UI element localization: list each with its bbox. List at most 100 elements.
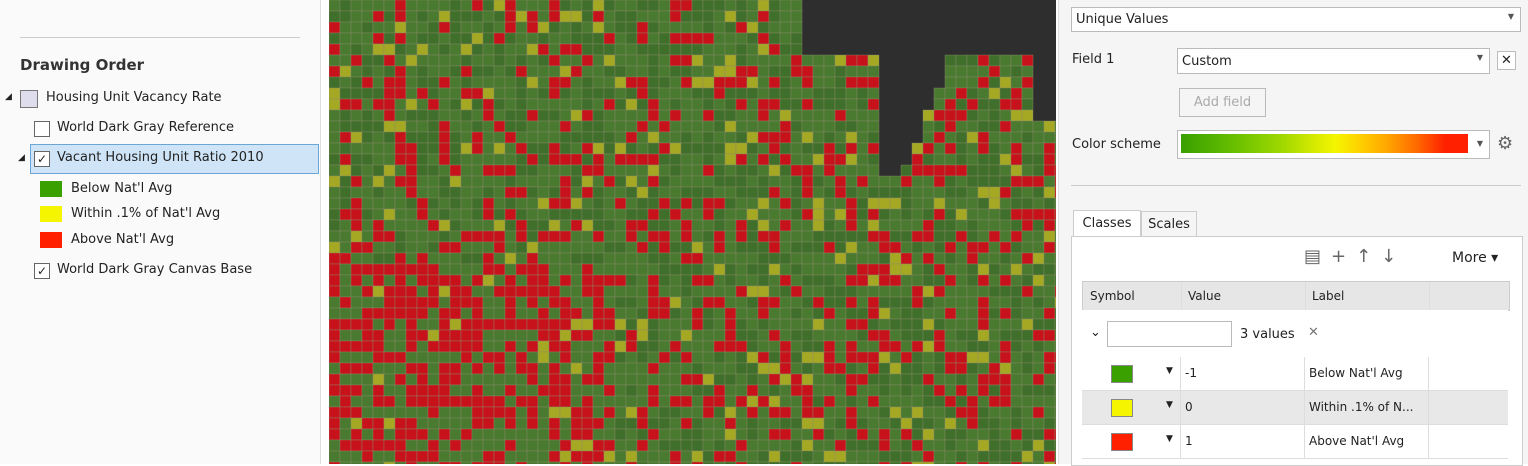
- county: [361, 274, 374, 287]
- county: [504, 208, 517, 221]
- county: [790, 98, 803, 111]
- county: [526, 307, 539, 320]
- county: [460, 142, 473, 155]
- county: [636, 373, 649, 386]
- county: [449, 109, 462, 122]
- label: Above Nat'l Avg: [1309, 434, 1405, 448]
- remove[interactable]: ✕: [1308, 325, 1319, 340]
- county: [768, 395, 781, 408]
- county: [1032, 153, 1045, 166]
- county: [614, 87, 627, 100]
- county: [427, 219, 440, 232]
- county: [548, 164, 561, 177]
- county: [416, 263, 429, 276]
- class-row: ▼ -1 Below Nat'l Avg: [1082, 357, 1508, 391]
- county: [669, 461, 682, 464]
- county: [471, 439, 484, 452]
- county: [625, 32, 638, 45]
- map-name[interactable]: Housing Unit Vacancy Rate: [46, 90, 222, 105]
- county: [427, 98, 440, 111]
- county: [856, 373, 869, 386]
- layer[interactable]: World Dark Gray Reference: [57, 120, 235, 135]
- county: [1010, 241, 1023, 254]
- county: [416, 428, 429, 441]
- checkbox[interactable]: ✓: [34, 151, 50, 167]
- add-field-button[interactable]: Add field: [1179, 88, 1266, 117]
- gear[interactable]: ⚙: [1497, 133, 1514, 154]
- map[interactable]: [329, 0, 1056, 464]
- county: [592, 461, 605, 464]
- county: [339, 21, 352, 34]
- county: [647, 120, 660, 133]
- county: [504, 0, 517, 12]
- county: [790, 340, 803, 353]
- county: [394, 296, 407, 309]
- collapse[interactable]: ⌄: [1090, 325, 1101, 340]
- county: [570, 362, 583, 375]
- county: [966, 274, 979, 287]
- county: [856, 252, 869, 265]
- county: [625, 439, 638, 452]
- county: [625, 296, 638, 309]
- toolbar-icons[interactable]: ▤+↑↓: [1304, 246, 1407, 267]
- county: [361, 0, 374, 12]
- county: [339, 43, 352, 56]
- county: [955, 252, 968, 265]
- county: [329, 131, 341, 144]
- county: [713, 373, 726, 386]
- county: [1032, 318, 1045, 331]
- county: [482, 54, 495, 67]
- county: [900, 197, 913, 210]
- county: [691, 329, 704, 342]
- selected-layer[interactable]: [30, 144, 319, 174]
- county: [405, 208, 418, 221]
- county: [383, 340, 396, 353]
- county: [625, 230, 638, 243]
- tab[interactable]: Scales: [1141, 211, 1197, 237]
- county: [1054, 329, 1056, 342]
- county: [1054, 164, 1056, 177]
- county: [1021, 142, 1034, 155]
- group-input[interactable]: [1107, 321, 1232, 347]
- county: [790, 87, 803, 100]
- county: [944, 142, 957, 155]
- county: [482, 241, 495, 254]
- county: [988, 274, 1001, 287]
- county: [603, 21, 616, 34]
- county: [394, 0, 407, 12]
- layer[interactable]: World Dark Gray Canvas Base: [57, 262, 253, 277]
- county: [405, 241, 418, 254]
- county: [790, 351, 803, 364]
- clear-button[interactable]: ✕: [1497, 51, 1516, 70]
- county: [515, 241, 528, 254]
- county: [922, 120, 935, 133]
- county: [680, 65, 693, 78]
- more-button[interactable]: More ▾: [1452, 250, 1499, 266]
- county: [482, 131, 495, 144]
- expander[interactable]: ◢: [5, 92, 12, 102]
- checkbox[interactable]: ✓: [34, 263, 50, 279]
- county: [329, 450, 341, 463]
- county: [658, 43, 671, 56]
- county: [735, 307, 748, 320]
- expander[interactable]: ◢: [18, 153, 25, 163]
- county: [779, 54, 792, 67]
- county: [647, 329, 660, 342]
- county: [691, 175, 704, 188]
- county: [372, 142, 385, 155]
- color-scheme-dropdown[interactable]: ▼: [1177, 130, 1490, 159]
- contents-pane: Drawing Order ◢ Housing Unit Vacancy Rat…: [0, 0, 321, 464]
- county: [350, 395, 363, 408]
- county: [977, 307, 990, 320]
- renderer-dropdown[interactable]: Unique Values ▼: [1071, 7, 1521, 32]
- layer[interactable]: Vacant Housing Unit Ratio 2010: [57, 150, 264, 165]
- county: [1043, 362, 1056, 375]
- county: [746, 230, 759, 243]
- field-dropdown[interactable]: Custom ▼: [1177, 48, 1490, 74]
- county: [570, 43, 583, 56]
- tab-active[interactable]: Classes: [1073, 210, 1141, 237]
- county: [647, 197, 660, 210]
- checkbox[interactable]: [34, 121, 50, 137]
- county: [581, 340, 594, 353]
- county: [856, 230, 869, 243]
